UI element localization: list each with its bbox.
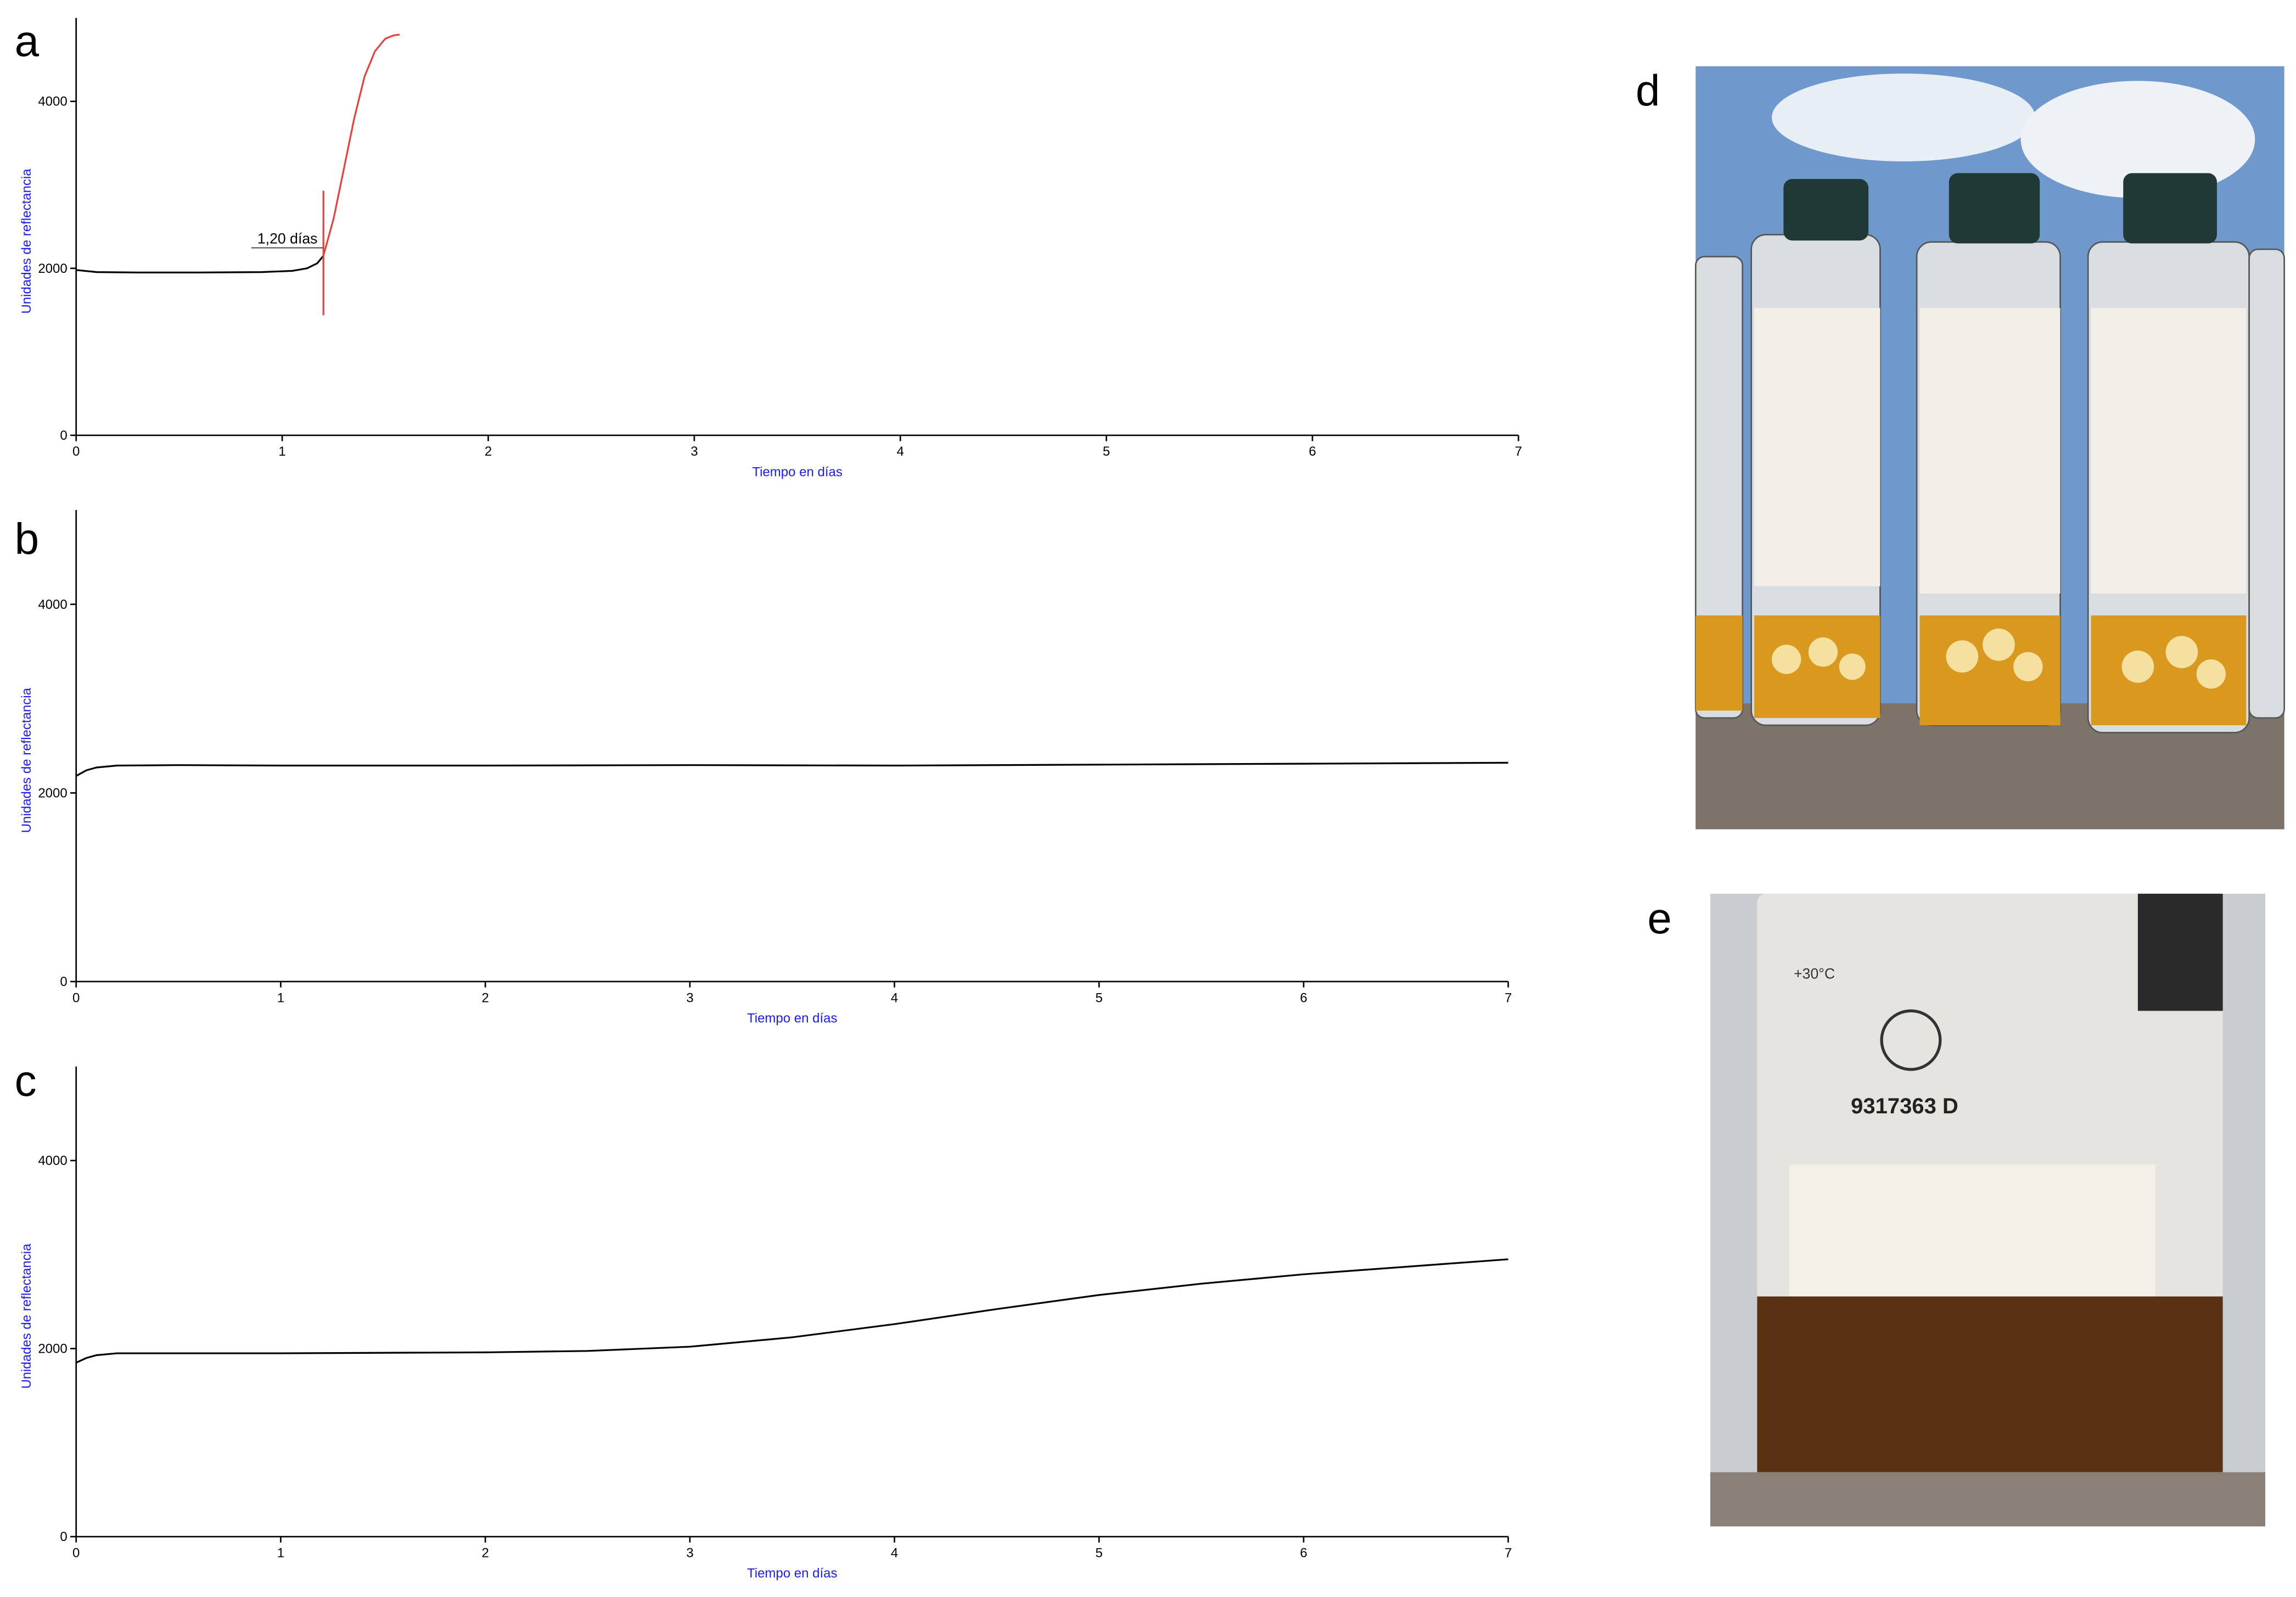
x-tick-label: 4	[891, 1545, 898, 1560]
y-tick-label: 2000	[38, 786, 67, 800]
y-tick-label: 2000	[38, 1342, 67, 1357]
x-tick-label: 2	[481, 1545, 489, 1560]
x-tick-label: 3	[691, 444, 698, 459]
x-tick-label: 2	[485, 444, 492, 459]
data-line	[322, 33, 400, 256]
x-tick-label: 0	[72, 990, 80, 1005]
panel-label: b	[15, 514, 40, 563]
x-tick-label: 7	[1515, 444, 1522, 459]
x-tick-label: 5	[1103, 444, 1110, 459]
panel-label: c	[15, 1056, 37, 1105]
annotation-text: 1,20 días	[257, 230, 318, 246]
x-tick-label: 6	[1309, 444, 1316, 459]
y-tick-label: 2000	[38, 261, 67, 276]
y-axis-title: Unidades de reflectancia	[19, 169, 34, 314]
x-tick-label: 1	[277, 1545, 284, 1560]
y-axis-title: Unidades de reflectancia	[19, 1243, 34, 1389]
x-tick-label: 6	[1300, 1545, 1307, 1560]
panel-label: e	[1647, 894, 1672, 943]
x-tick-label: 3	[686, 1545, 693, 1560]
y-tick-label: 4000	[38, 94, 67, 109]
data-line	[76, 255, 324, 273]
y-axis-title: Unidades de reflectancia	[19, 687, 34, 833]
x-axis-title: Tiempo en días	[747, 1566, 838, 1581]
x-tick-label: 1	[278, 444, 285, 459]
x-tick-label: 5	[1096, 1545, 1103, 1560]
y-tick-label: 4000	[38, 597, 67, 612]
x-tick-label: 0	[72, 444, 80, 459]
y-tick-label: 0	[60, 1529, 67, 1544]
photo-e	[1710, 893, 2265, 1527]
photo-text: 9317363 D	[1851, 1094, 1958, 1118]
y-tick-label: 4000	[38, 1153, 67, 1168]
x-tick-label: 5	[1096, 990, 1103, 1005]
x-axis-title: Tiempo en días	[752, 465, 843, 480]
y-tick-label: 0	[60, 428, 67, 443]
photo-d	[1694, 66, 2285, 830]
panel-label: d	[1636, 66, 1660, 115]
x-axis-title: Tiempo en días	[747, 1011, 838, 1026]
x-tick-label: 6	[1300, 990, 1307, 1005]
x-tick-label: 1	[277, 990, 284, 1005]
x-tick-label: 3	[686, 990, 693, 1005]
x-tick-label: 4	[897, 444, 904, 459]
x-tick-label: 7	[1505, 1545, 1512, 1560]
y-tick-label: 0	[60, 974, 67, 989]
photo-text: +30°C	[1794, 966, 1835, 982]
x-tick-label: 7	[1505, 990, 1512, 1005]
data-line	[76, 1258, 1508, 1364]
x-tick-label: 0	[72, 1545, 80, 1560]
panel-label: a	[15, 16, 40, 65]
data-line	[75, 761, 1508, 777]
x-tick-label: 2	[481, 990, 489, 1005]
x-tick-label: 4	[891, 990, 898, 1005]
